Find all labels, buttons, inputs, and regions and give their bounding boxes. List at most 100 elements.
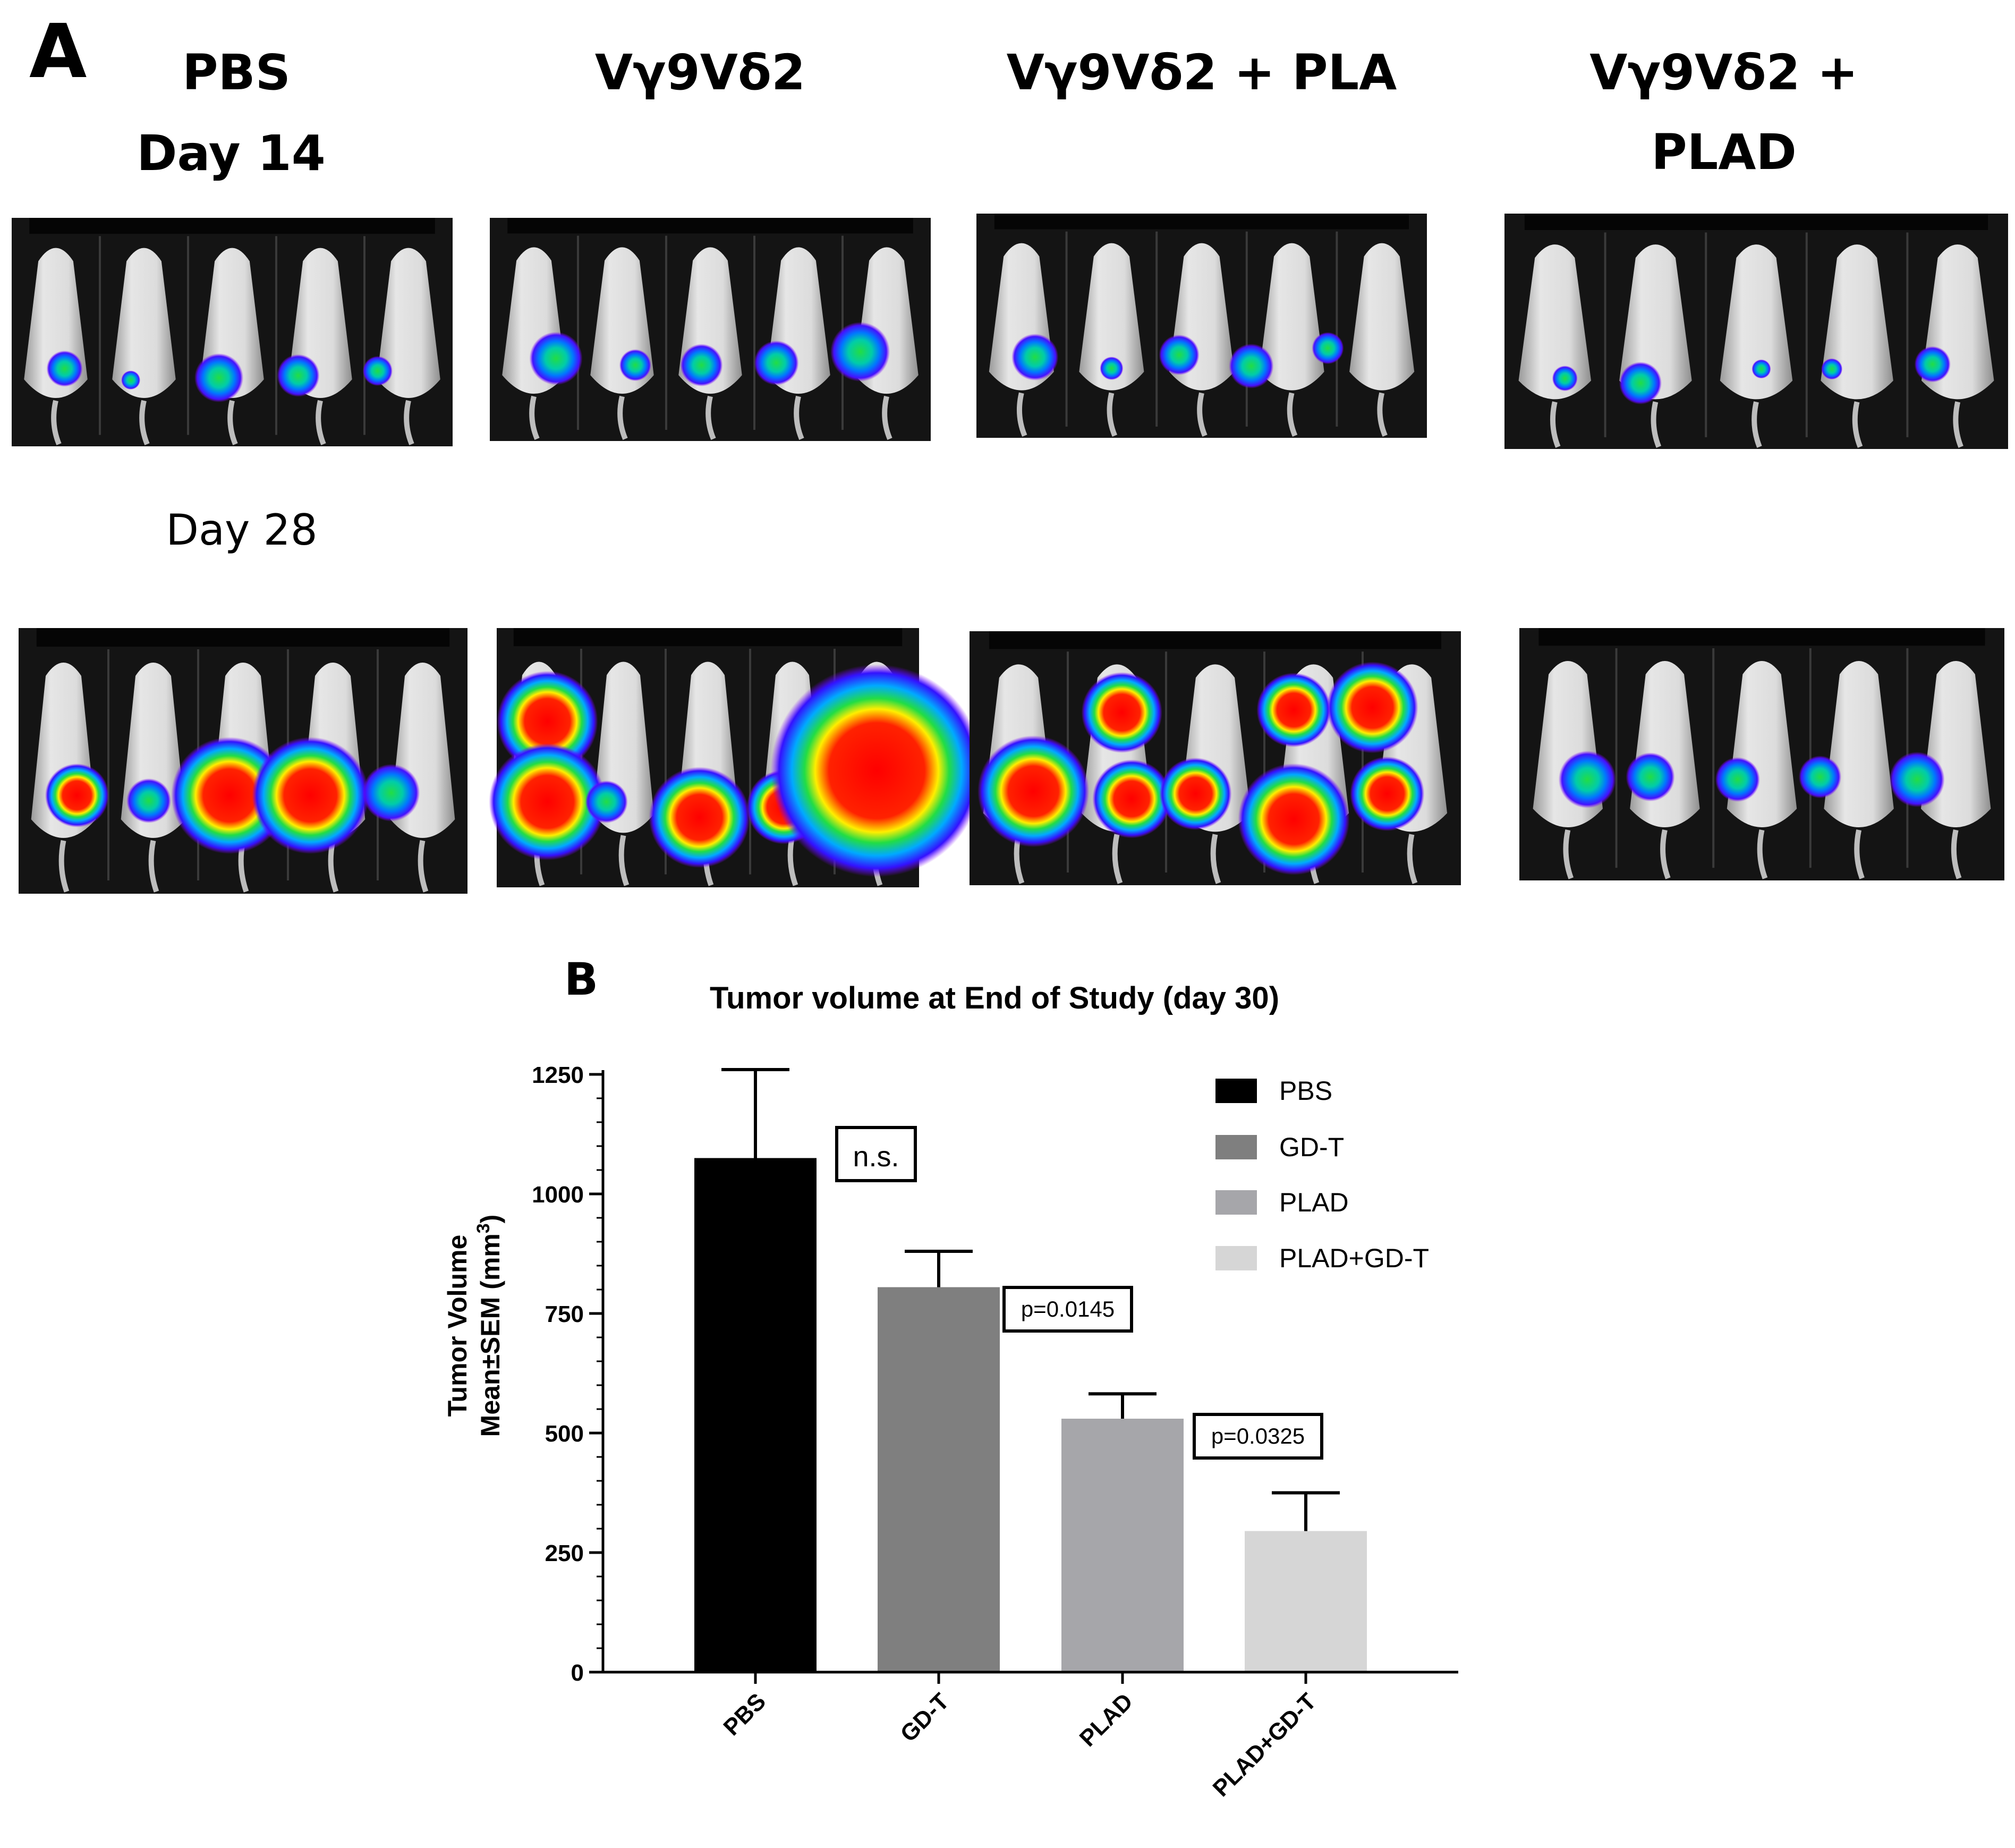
- mouse-body: [1349, 243, 1415, 391]
- y-axis-title-close: ): [475, 1215, 505, 1224]
- bioluminescence-signal: [1159, 334, 1200, 375]
- bioluminescence-signal: [1312, 332, 1344, 364]
- mouse-body: [1824, 661, 1894, 827]
- bioluminescence-signal: [1100, 357, 1124, 380]
- group-title-pbs: PBS: [182, 44, 291, 101]
- y-tick-label: 1000: [532, 1182, 584, 1208]
- imaging-panel: [970, 631, 1461, 885]
- x-tick-label: PBS: [718, 1688, 771, 1741]
- mouse-tail: [618, 835, 630, 886]
- bioluminescence-signal: [1626, 752, 1675, 802]
- mouse-body: [1079, 243, 1144, 391]
- mouse-tail: [148, 840, 159, 893]
- day-14-label: Day 14: [137, 125, 326, 182]
- mouse-tail: [794, 395, 804, 440]
- panel-a-letter: A: [29, 9, 87, 95]
- mouse-image-panels: [12, 214, 2008, 894]
- annotation-ns: n.s.: [835, 1126, 917, 1182]
- bioluminescence-signal: [1914, 346, 1951, 383]
- bioluminescence-signal: [1558, 751, 1616, 808]
- mouse-tail: [1651, 401, 1662, 448]
- bars: [694, 1068, 1367, 1672]
- imaging-panel: [489, 628, 983, 887]
- bioluminescence-signal: [649, 767, 750, 868]
- bioluminescence-signal: [1092, 759, 1171, 838]
- bioluminescence-signal: [1229, 343, 1274, 388]
- legend-label: GD-T: [1279, 1132, 1344, 1162]
- y-axis: 0 250 500 750 1000 1250: [532, 1062, 605, 1686]
- annotation-p1-text: p=0.0145: [1021, 1296, 1115, 1321]
- bioluminescence-signal: [45, 764, 109, 827]
- bioluminescence-signal: [1159, 757, 1232, 830]
- mouse-tail: [418, 840, 429, 893]
- bioluminescence-signal: [1081, 672, 1162, 753]
- mouse-tail: [404, 400, 414, 445]
- bioluminescence-signal: [126, 778, 172, 823]
- mouse-tail: [227, 400, 238, 445]
- bioluminescence-signal: [252, 737, 369, 854]
- mouse-tail: [58, 840, 70, 893]
- bioluminescence-signal: [977, 735, 1090, 847]
- x-tick-label: PLAD: [1075, 1688, 1138, 1751]
- x-tick-label: PLAD+GD-T: [1208, 1688, 1322, 1802]
- bioluminescence-signal: [1327, 662, 1418, 753]
- y-axis-title-line1: Tumor Volume: [443, 1235, 472, 1417]
- imaging-panel: [19, 628, 467, 894]
- bar-gd-t: [878, 1287, 1000, 1672]
- mouse-tail: [1407, 834, 1418, 884]
- bioluminescence-signal: [1799, 756, 1842, 799]
- bioluminescence-signal: [585, 780, 628, 823]
- mouse-tail: [1563, 829, 1574, 879]
- legend-swatch: [1215, 1246, 1257, 1270]
- mouse-tail: [51, 400, 62, 445]
- day-28-label: Day 28: [166, 505, 317, 555]
- mouse-tail: [1377, 392, 1388, 437]
- bioluminescence-signal: [619, 349, 651, 382]
- bioluminescence-signal: [1715, 757, 1760, 802]
- mouse-tail: [529, 395, 540, 440]
- legend-swatch: [1215, 1190, 1257, 1215]
- bioluminescence-signal: [770, 664, 983, 877]
- mouse-tail: [139, 400, 150, 445]
- bioluminescence-signal: [1752, 359, 1771, 379]
- imaging-panel: [12, 218, 453, 446]
- mouse-tail: [1287, 392, 1298, 437]
- mouse-tail: [1752, 401, 1762, 448]
- imaging-panel: [976, 214, 1427, 438]
- bioluminescence-signal: [497, 671, 598, 772]
- mouse-tail: [1112, 834, 1123, 884]
- x-tick-label: GD-T: [895, 1688, 954, 1747]
- panel-b-letter: B: [564, 953, 598, 1005]
- bioluminescence-signal: [1552, 366, 1578, 392]
- mouse-tail: [1016, 392, 1027, 437]
- bioluminescence-signal: [194, 353, 244, 402]
- legend-label: PBS: [1279, 1076, 1332, 1106]
- mouse-body: [1619, 244, 1692, 400]
- group-title-vg9vd2-pla: Vγ9Vδ2 + PLA: [1007, 44, 1397, 101]
- mouse-body: [1259, 243, 1324, 391]
- mouse-tail: [705, 395, 716, 440]
- imaging-panel: [1519, 628, 2004, 880]
- bioluminescence-signal: [171, 737, 288, 854]
- bioluminescence-signal: [362, 764, 420, 821]
- annotation-p2-text: p=0.0325: [1211, 1423, 1305, 1448]
- mouse-tail: [1210, 834, 1221, 884]
- legend-swatch: [1215, 1079, 1257, 1103]
- category-labels: PBS GD-T PLAD PLAD+GD-T: [718, 1672, 1321, 1802]
- legend-label: PLAD+GD-T: [1279, 1243, 1429, 1273]
- bioluminescence-signal: [1011, 334, 1059, 381]
- bioluminescence-signal: [680, 344, 723, 387]
- mouse-tail: [1953, 401, 1963, 448]
- annotation-ns-text: n.s.: [853, 1141, 899, 1173]
- bioluminescence-signal: [1350, 756, 1425, 831]
- bioluminescence-signal: [489, 743, 606, 860]
- mouse-body: [1518, 244, 1592, 400]
- y-tick-label: 250: [545, 1540, 584, 1566]
- y-tick-label: 1250: [532, 1062, 584, 1088]
- mouse-tail: [1660, 829, 1671, 879]
- chart-title: Tumor volume at End of Study (day 30): [710, 981, 1279, 1015]
- annotation-p1: p=0.0145: [1002, 1286, 1133, 1333]
- bioluminescence-signal: [121, 370, 141, 390]
- group-title-vg9vd2-plad-line2: PLAD: [1651, 124, 1797, 181]
